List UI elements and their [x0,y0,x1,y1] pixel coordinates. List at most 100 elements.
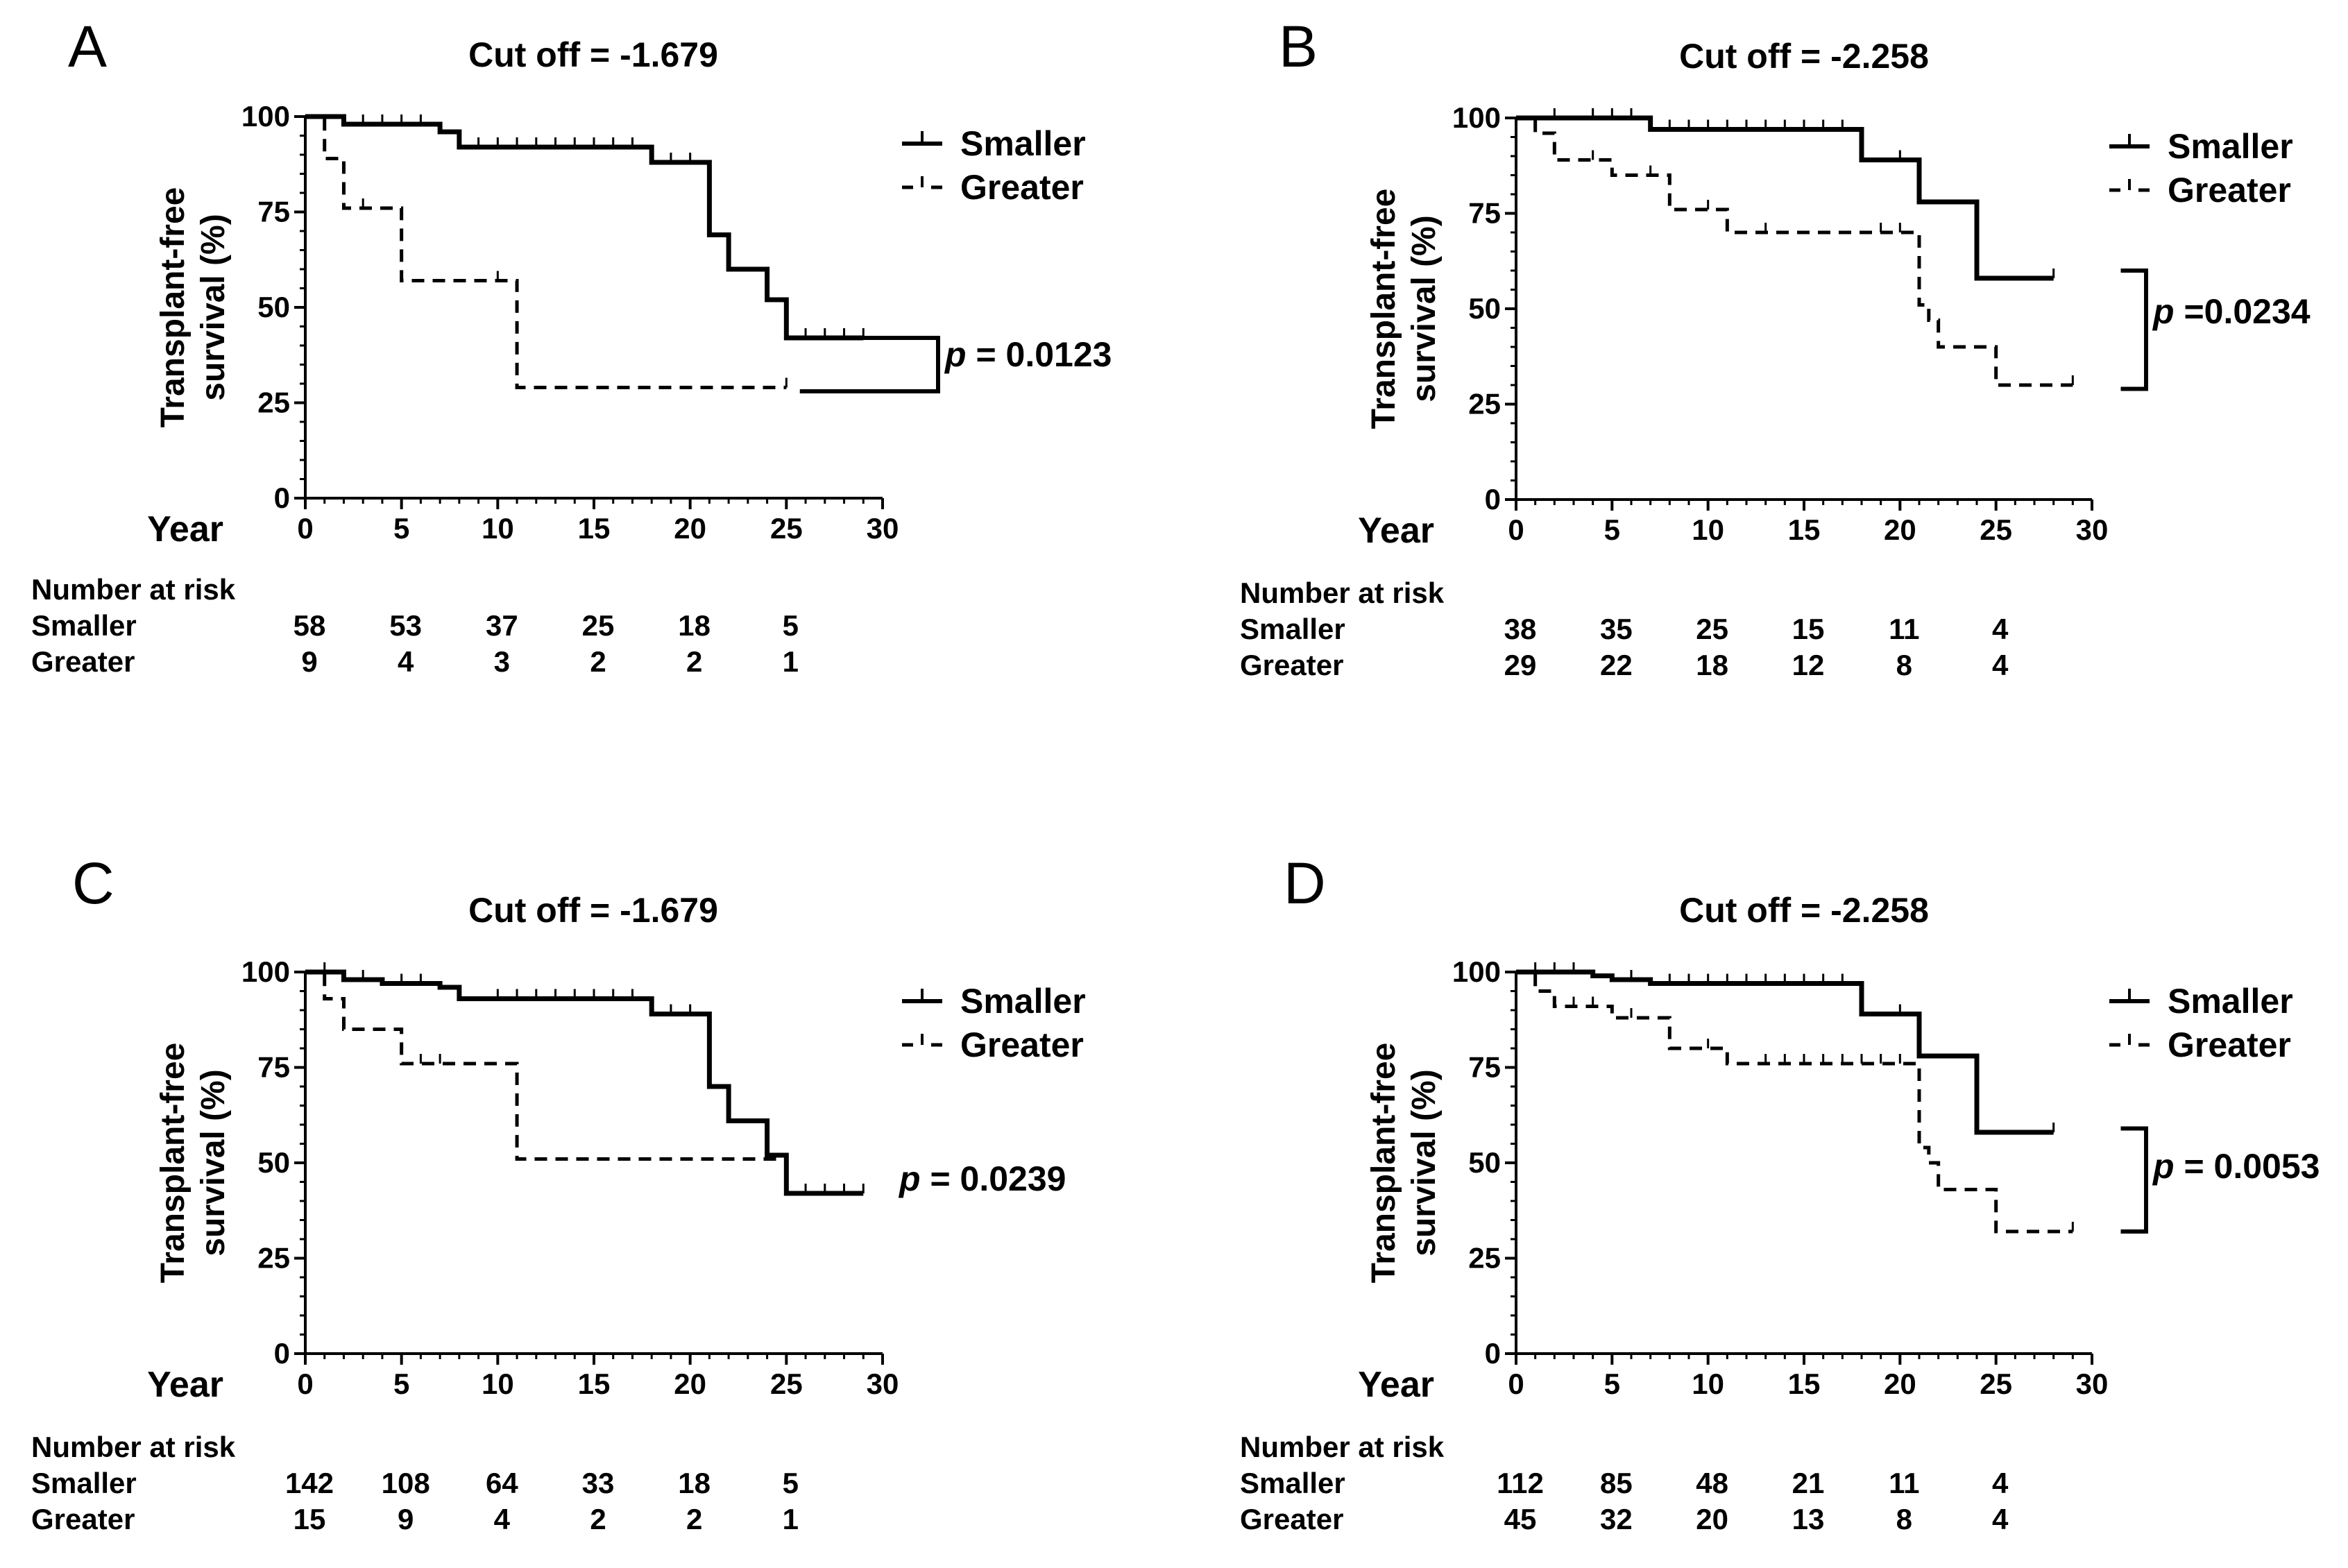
risk-count: 11 [1889,613,1919,645]
risk-row-label: Smaller [31,609,137,642]
risk-count: 4 [1992,1467,2009,1499]
risk-count: 35 [1600,613,1633,645]
x-tick-label: 15 [1788,1367,1821,1400]
x-tick-label: 5 [1604,1367,1620,1400]
legend-item-greater: Greater [2109,1025,2291,1064]
p-value-text: = 0.0123 [967,335,1112,374]
x-tick-label: 10 [1692,513,1724,546]
x-tick-label: 25 [1980,1367,2012,1400]
legend-label: Smaller [960,982,1086,1021]
risk-count: 8 [1896,649,1912,681]
x-tick-label: 25 [770,512,803,545]
risk-count: 112 [1497,1467,1544,1499]
x-tick-label: 0 [297,512,313,545]
risk-count: 2 [590,645,606,678]
p-value: p = 0.0053 [2152,1147,2320,1186]
y-tick-label: 0 [274,1337,290,1370]
risk-count: 21 [1792,1467,1825,1499]
legend-item-greater: Greater [902,168,1084,207]
y-tick-label: 100 [1452,955,1501,988]
risk-count: 1 [783,645,799,678]
y-tick-label: 0 [274,482,290,514]
y-tick-label: 50 [257,291,290,323]
risk-count: 2 [686,1503,702,1535]
risk-count: 2 [686,645,702,678]
legend-item-smaller: Smaller [2109,127,2293,166]
risk-count: 2 [590,1503,606,1535]
risk-table: Number at risk Smaller 38 35 25 15 11 4 Greater 2… [1240,577,2009,681]
y-tick-label: 25 [257,1242,290,1275]
km-curve-smaller [1516,969,2054,1135]
y-axis-label: Transplant-free [1366,189,1402,429]
plot-title: Cut off = -1.679 [468,891,718,930]
x-tick-label: 5 [393,1367,409,1400]
risk-count: 11 [1889,1467,1919,1499]
risk-count: 5 [783,609,799,642]
risk-count: 4 [398,645,414,678]
x-tick-label: 0 [297,1367,313,1400]
risk-count: 32 [1600,1503,1633,1535]
legend-label: Smaller [2168,127,2293,166]
p-value-symbol: p [944,335,967,374]
risk-count: 33 [582,1467,615,1499]
risk-row-label: Smaller [1240,613,1345,645]
risk-count: 53 [389,609,422,642]
legend-label: Smaller [2168,982,2293,1021]
y-tick-label: 75 [257,1051,290,1084]
risk-count: 5 [783,1467,799,1499]
x-tick-label: 15 [1788,513,1821,546]
risk-count: 4 [1992,649,2009,681]
y-axis-label: survival (%) [1406,215,1443,402]
legend-item-smaller: Smaller [902,982,1086,1021]
panel-letter: C [72,851,114,916]
y-tick-label: 50 [1468,292,1501,325]
plot-title: Cut off = -2.258 [1679,37,1929,76]
risk-count: 38 [1504,613,1537,645]
x-tick-label: 10 [482,512,514,545]
risk-count: 12 [1792,649,1825,681]
x-tick-label: 20 [674,1367,706,1400]
x-tick-label: 5 [1604,513,1620,546]
km-curve-greater [305,970,787,1161]
risk-table-header: Number at risk [31,1431,236,1463]
risk-count: 142 [285,1467,334,1499]
p-value-text: =0.0234 [2175,292,2311,331]
p-value-symbol: p [2152,292,2175,331]
y-tick-label: 75 [1468,1051,1501,1084]
legend-item-smaller: Smaller [902,124,1086,163]
y-axis-label: Transplant-free [155,1043,192,1284]
panel-letter: A [68,14,107,79]
risk-count: 64 [486,1467,518,1499]
plot-title: Cut off = -1.679 [468,35,718,74]
risk-row-label: Greater [31,1503,135,1535]
y-tick-label: 25 [1468,388,1501,420]
p-value-text: = 0.0053 [2175,1147,2320,1186]
legend-label: Greater [2168,171,2291,210]
x-axis-label: Year [147,1365,223,1405]
y-tick-label: 50 [1468,1146,1501,1179]
risk-count: 13 [1792,1503,1825,1535]
risk-count: 8 [1896,1503,1912,1535]
risk-row-label: Smaller [1240,1467,1345,1499]
x-axis-label: Year [1358,1365,1434,1405]
legend-item-greater: Greater [2109,171,2291,210]
y-axis-label: survival (%) [1406,1069,1443,1256]
p-value-bracket [799,336,940,393]
risk-count: 45 [1504,1503,1537,1535]
y-axis-label: Transplant-free [1366,1043,1402,1284]
y-axis-label: survival (%) [195,214,232,400]
y-tick-label: 25 [1468,1242,1501,1275]
panel-d: D Cut off = -2.258 0 25 50 75 100 0 5 10 15 20 25 30 Y… [1240,851,2320,1535]
y-tick-label: 100 [241,100,290,133]
x-tick-label: 30 [867,1367,899,1400]
km-curve-greater [305,114,787,389]
x-tick-label: 10 [482,1367,514,1400]
x-tick-label: 25 [770,1367,803,1400]
y-tick-label: 100 [241,955,290,988]
km-curve-greater [1516,970,2073,1234]
risk-table-header: Number at risk [1240,1431,1445,1463]
